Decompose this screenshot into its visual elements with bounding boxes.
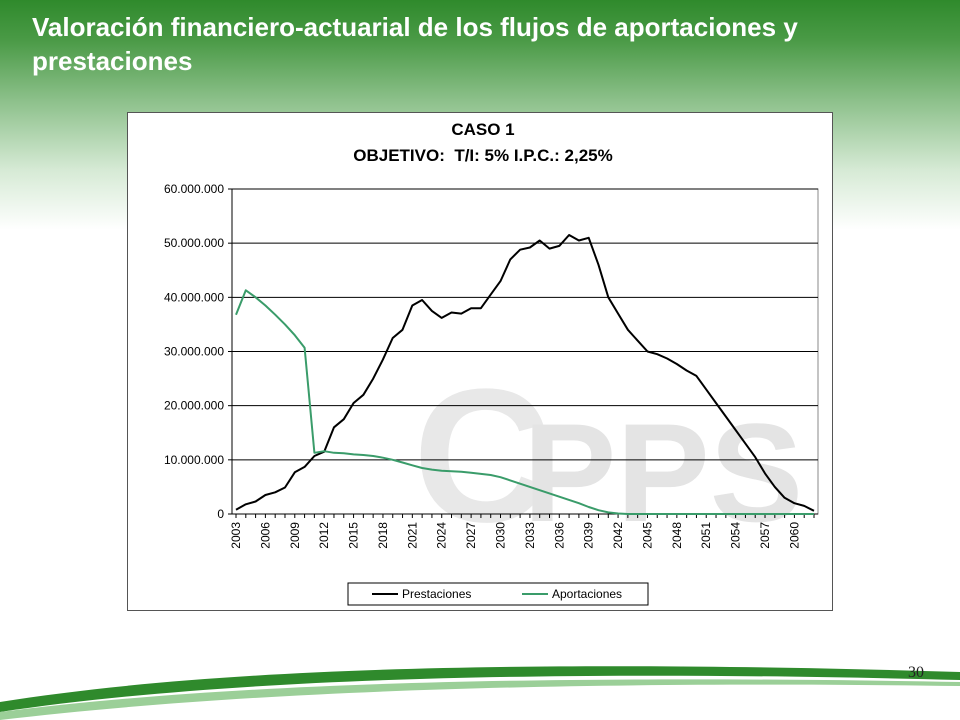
x-tick-label: 2048	[670, 522, 684, 549]
y-tick-label: 60.000.000	[164, 182, 224, 196]
x-tick-label: 2051	[699, 522, 713, 549]
x-tick-label: 2033	[523, 522, 537, 549]
y-tick-label: 30.000.000	[164, 345, 224, 359]
x-tick-label: 2030	[494, 522, 508, 549]
x-tick-label: 2054	[729, 522, 743, 549]
x-tick-label: 2009	[288, 522, 302, 549]
y-tick-label: 10.000.000	[164, 453, 224, 467]
x-tick-label: 2027	[464, 522, 478, 549]
svg-text:C: C	[413, 371, 550, 541]
x-tick-label: 2042	[611, 522, 625, 549]
page-number: 30	[908, 664, 924, 681]
x-tick-label: 2003	[229, 522, 243, 549]
x-tick-label: 2015	[347, 522, 361, 549]
chart-title: CASO 1	[451, 120, 514, 139]
cpps-watermark-logo: C PPS	[413, 371, 803, 541]
plot-area: 0 10.000.000 20.000.000 30.000.000 40.000.00…	[164, 182, 819, 606]
x-tick-label: 2012	[317, 522, 331, 549]
series-line-aportaciones	[235, 289, 814, 515]
legend-label-prestaciones: Prestaciones	[402, 587, 471, 601]
y-tick-label: 20.000.000	[164, 399, 224, 413]
y-tick-label: 0	[217, 507, 224, 521]
legend-box	[347, 582, 649, 606]
line-chart: CASO 1 OBJETIVO: T/I: 5% I.P.C.: 2,25% 0…	[164, 120, 819, 606]
x-tick-label: 2018	[376, 522, 390, 549]
chart-subtitle: OBJETIVO: T/I: 5% I.P.C.: 2,25%	[353, 146, 612, 165]
x-tick-label: 2060	[787, 522, 801, 549]
series-line-prestaciones	[235, 234, 815, 512]
chart-frame: C PPS CASO 1 OBJETIVO: T/I: 5% I.P.C.: 2…	[127, 112, 833, 611]
legend-label-aportaciones: Aportaciones	[552, 587, 622, 601]
x-tick-label: 2039	[582, 522, 596, 549]
x-tick-label: 2057	[758, 522, 772, 549]
x-tick-label: 2021	[405, 522, 419, 549]
footer-swoosh	[0, 666, 960, 720]
y-tick-label: 50.000.000	[164, 236, 224, 250]
slide-title: Valoración financiero-actuarial de los f…	[32, 12, 798, 76]
x-tick-label: 2006	[258, 522, 272, 549]
x-tick-label: 2045	[640, 522, 654, 549]
x-tick-label: 2036	[552, 522, 566, 549]
svg-text:PPS: PPS	[523, 394, 803, 541]
y-tick-label: 40.000.000	[164, 290, 224, 304]
x-tick-label: 2024	[435, 522, 449, 549]
